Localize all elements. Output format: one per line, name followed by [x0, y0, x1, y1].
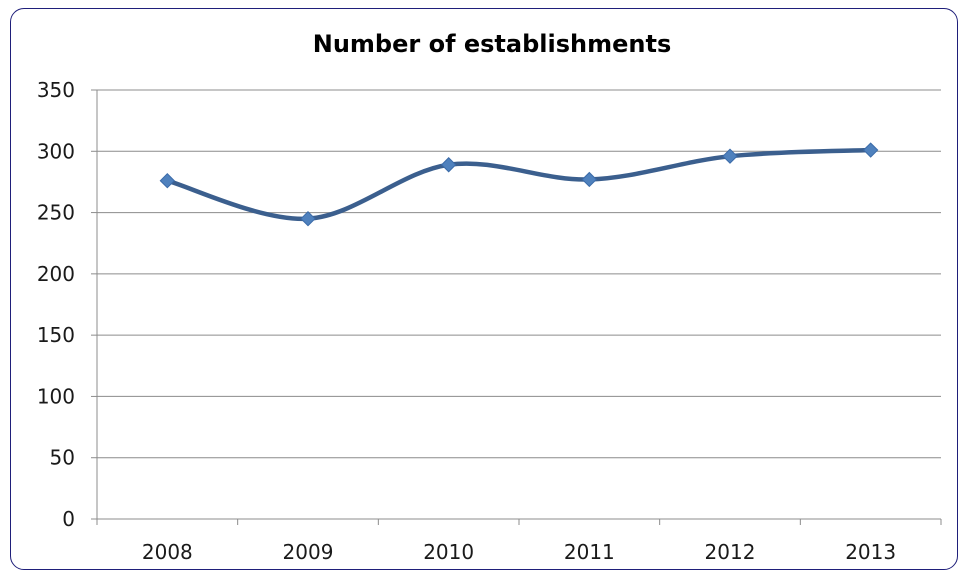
y-tick-label: 150	[37, 323, 75, 347]
x-tick-label: 2009	[283, 540, 334, 564]
y-tick-label: 300	[37, 139, 75, 163]
x-tick-label: 2010	[423, 540, 474, 564]
y-tick-label: 250	[37, 201, 75, 225]
y-tick-label: 100	[37, 384, 75, 408]
y-tick-label: 350	[37, 78, 75, 102]
y-tick-label: 50	[50, 446, 75, 470]
series-group	[159, 142, 879, 227]
x-axis: 2008 2009 2010 2011 2012 2013	[96, 518, 942, 564]
y-axis: 0 50 100 150 200 250 300 350	[37, 78, 98, 531]
data-point-marker	[862, 142, 879, 158]
chart-frame	[10, 8, 958, 570]
y-tick-label: 0	[62, 507, 75, 531]
x-tick-label: 2012	[705, 540, 756, 564]
y-tick-label: 200	[37, 262, 75, 286]
x-tick-label: 2008	[142, 540, 193, 564]
x-tick-label: 2013	[845, 540, 896, 564]
data-point-marker	[722, 148, 738, 164]
series-line	[165, 147, 873, 221]
x-tick-label: 2011	[564, 540, 615, 564]
data-point-marker	[440, 157, 457, 173]
data-point-marker	[300, 210, 316, 227]
data-point-marker	[581, 171, 598, 188]
data-point-marker	[159, 172, 176, 189]
chart-title: Number of establishments	[313, 30, 671, 58]
gridlines	[97, 89, 941, 459]
